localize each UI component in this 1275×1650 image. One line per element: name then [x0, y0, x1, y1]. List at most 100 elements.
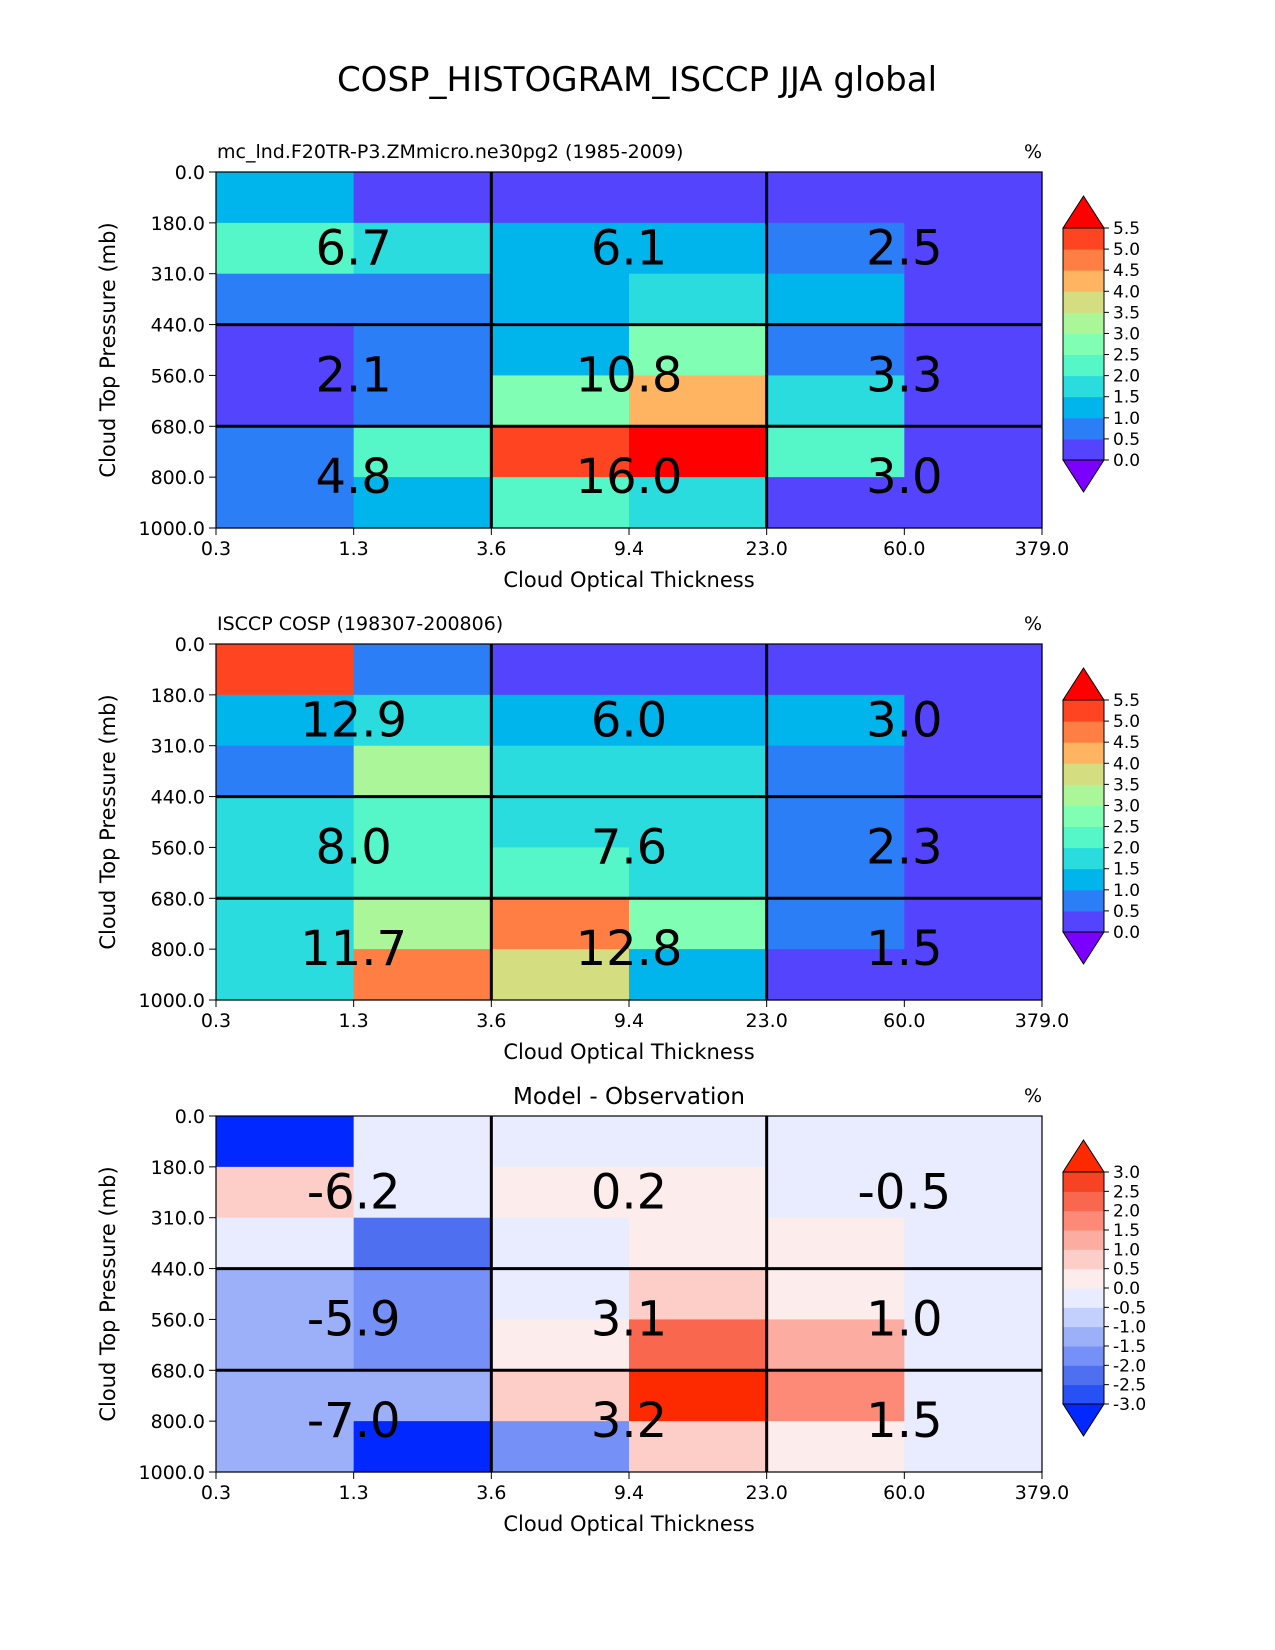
colorbar-tick-label: 0.5 [1113, 902, 1140, 922]
heatmap-cell [491, 1319, 630, 1371]
block-value-label: 3.0 [866, 692, 942, 748]
colorbar-segment [1063, 375, 1104, 398]
heatmap-panel-3: -6.2 0.2 -0.5 -5.9 3.1 1.0 -7.0 3.2 1.5 0.3 1.3 3.6… [96, 1084, 1146, 1536]
x-tick-label: 3.6 [476, 538, 506, 560]
colorbar-tick-label: 3.0 [1113, 796, 1140, 816]
heatmap-cell [904, 694, 1043, 747]
heatmap-cell [216, 745, 355, 798]
block-value-label: 3.0 [866, 449, 942, 505]
heatmap-cell [629, 1116, 768, 1168]
colorbar-tick-label: 5.0 [1113, 240, 1140, 260]
y-tick-label: 1000.0 [139, 1462, 205, 1484]
block-value-label: -0.5 [858, 1164, 952, 1220]
heatmap-cell [904, 1421, 1043, 1473]
heatmap-cell [904, 1370, 1043, 1422]
heatmap-cell [353, 426, 492, 478]
heatmap-cell [904, 745, 1043, 798]
colorbar-segment [1063, 805, 1104, 828]
x-tick-label: 3.6 [476, 1482, 506, 1504]
heatmap-cell [904, 426, 1043, 478]
heatmap-cell [216, 1319, 355, 1371]
x-tick-label: 1.3 [339, 538, 369, 560]
colorbar-tick-label: -2.5 [1113, 1376, 1146, 1396]
heatmap-cell [216, 1421, 355, 1473]
heatmap-cell [766, 273, 905, 326]
heatmap-cell [491, 1166, 630, 1219]
heatmap-cell [904, 477, 1043, 529]
block-value-label: 6.0 [591, 692, 667, 748]
colorbar-segment [1063, 396, 1104, 419]
colorbar-segment [1063, 228, 1104, 250]
heatmap-cell [904, 847, 1043, 899]
heatmap-cell [353, 273, 492, 326]
colorbar-tick-label: 0.0 [1113, 923, 1140, 943]
heatmap-cell [216, 273, 355, 326]
y-tick-label: 310.0 [151, 1208, 205, 1230]
heatmap-cell [353, 1268, 492, 1321]
block-value-label: 3.2 [591, 1393, 667, 1449]
panel-title-left: ISCCP COSP (198307-200806) [217, 613, 503, 635]
heatmap-cell [629, 477, 768, 529]
block-value-label: 1.5 [866, 921, 942, 977]
heatmap-cell [629, 426, 768, 478]
heatmap-cell [216, 375, 355, 427]
heatmap-cell [491, 324, 630, 377]
heatmap-cell [904, 324, 1043, 377]
heatmap-cell [491, 694, 630, 747]
heatmap-cell [766, 477, 905, 529]
colorbar-tick-label: -1.5 [1113, 1337, 1146, 1357]
x-axis-label: Cloud Optical Thickness [503, 568, 754, 592]
y-tick-label: 310.0 [151, 264, 205, 286]
y-tick-label: 0.0 [175, 634, 205, 656]
heatmap-cell [629, 796, 768, 849]
y-tick-label: 560.0 [151, 1309, 205, 1331]
heatmap-cell [216, 847, 355, 899]
heatmap-cell [904, 1319, 1043, 1371]
colorbar-tick-label: 3.0 [1113, 1163, 1140, 1183]
colorbar-tick-label: 1.0 [1113, 409, 1140, 429]
y-tick-label: 440.0 [151, 787, 205, 809]
block-value-label: 1.5 [866, 1393, 942, 1449]
colorbar-segment [1063, 249, 1104, 271]
block-value-label: 7.6 [591, 819, 667, 875]
y-tick-label: 310.0 [151, 736, 205, 758]
colorbar-segment [1063, 889, 1104, 912]
heatmap-cell [629, 273, 768, 326]
heatmap-cell [353, 1166, 492, 1219]
heatmap-cell [353, 745, 492, 798]
heatmap-cell [629, 898, 768, 950]
colorbar-segment [1063, 784, 1104, 806]
x-tick-label: 1.3 [339, 1482, 369, 1504]
heatmap-cell [904, 949, 1043, 1001]
heatmap-cell [353, 1421, 492, 1473]
colorbar: -3.0-2.5-2.0-1.5-1.0-0.50.00.51.01.52.02… [1062, 1139, 1146, 1437]
heatmap-cell [216, 1268, 355, 1321]
colorbar-tick-label: 0.5 [1113, 1260, 1140, 1280]
heatmap-cell [491, 426, 630, 478]
block-value-label: 12.8 [576, 921, 683, 977]
x-tick-label: 379.0 [1015, 1482, 1069, 1504]
heatmap-cell [629, 1421, 768, 1473]
x-tick-label: 9.4 [614, 1482, 644, 1504]
colorbar-segment [1063, 1326, 1104, 1347]
colorbar-tick-label: 2.5 [1113, 1182, 1140, 1202]
colorbar-segment [1063, 1210, 1104, 1231]
y-tick-label: 680.0 [151, 1360, 205, 1382]
y-tick-label: 800.0 [151, 939, 205, 961]
colorbar-frame [1062, 227, 1105, 461]
heatmap-cell [353, 796, 492, 849]
heatmap-cell [491, 644, 630, 696]
colorbar-segment [1063, 270, 1104, 292]
panel-title-center: Model - Observation [513, 1084, 745, 1110]
colorbar-tick-label: 4.5 [1113, 261, 1140, 281]
heatmap-cell [491, 949, 630, 1001]
heatmap-cell [353, 1319, 492, 1371]
colorbar-segment [1063, 847, 1104, 870]
heatmap-cell [629, 1370, 768, 1422]
colorbar-extend-max [1062, 195, 1105, 229]
heatmap-cell [216, 796, 355, 849]
colorbar-segment [1063, 1307, 1104, 1328]
colorbar-tick-label: 5.0 [1113, 712, 1140, 732]
heatmap-cell [216, 426, 355, 478]
heatmap-cell [491, 1217, 630, 1270]
